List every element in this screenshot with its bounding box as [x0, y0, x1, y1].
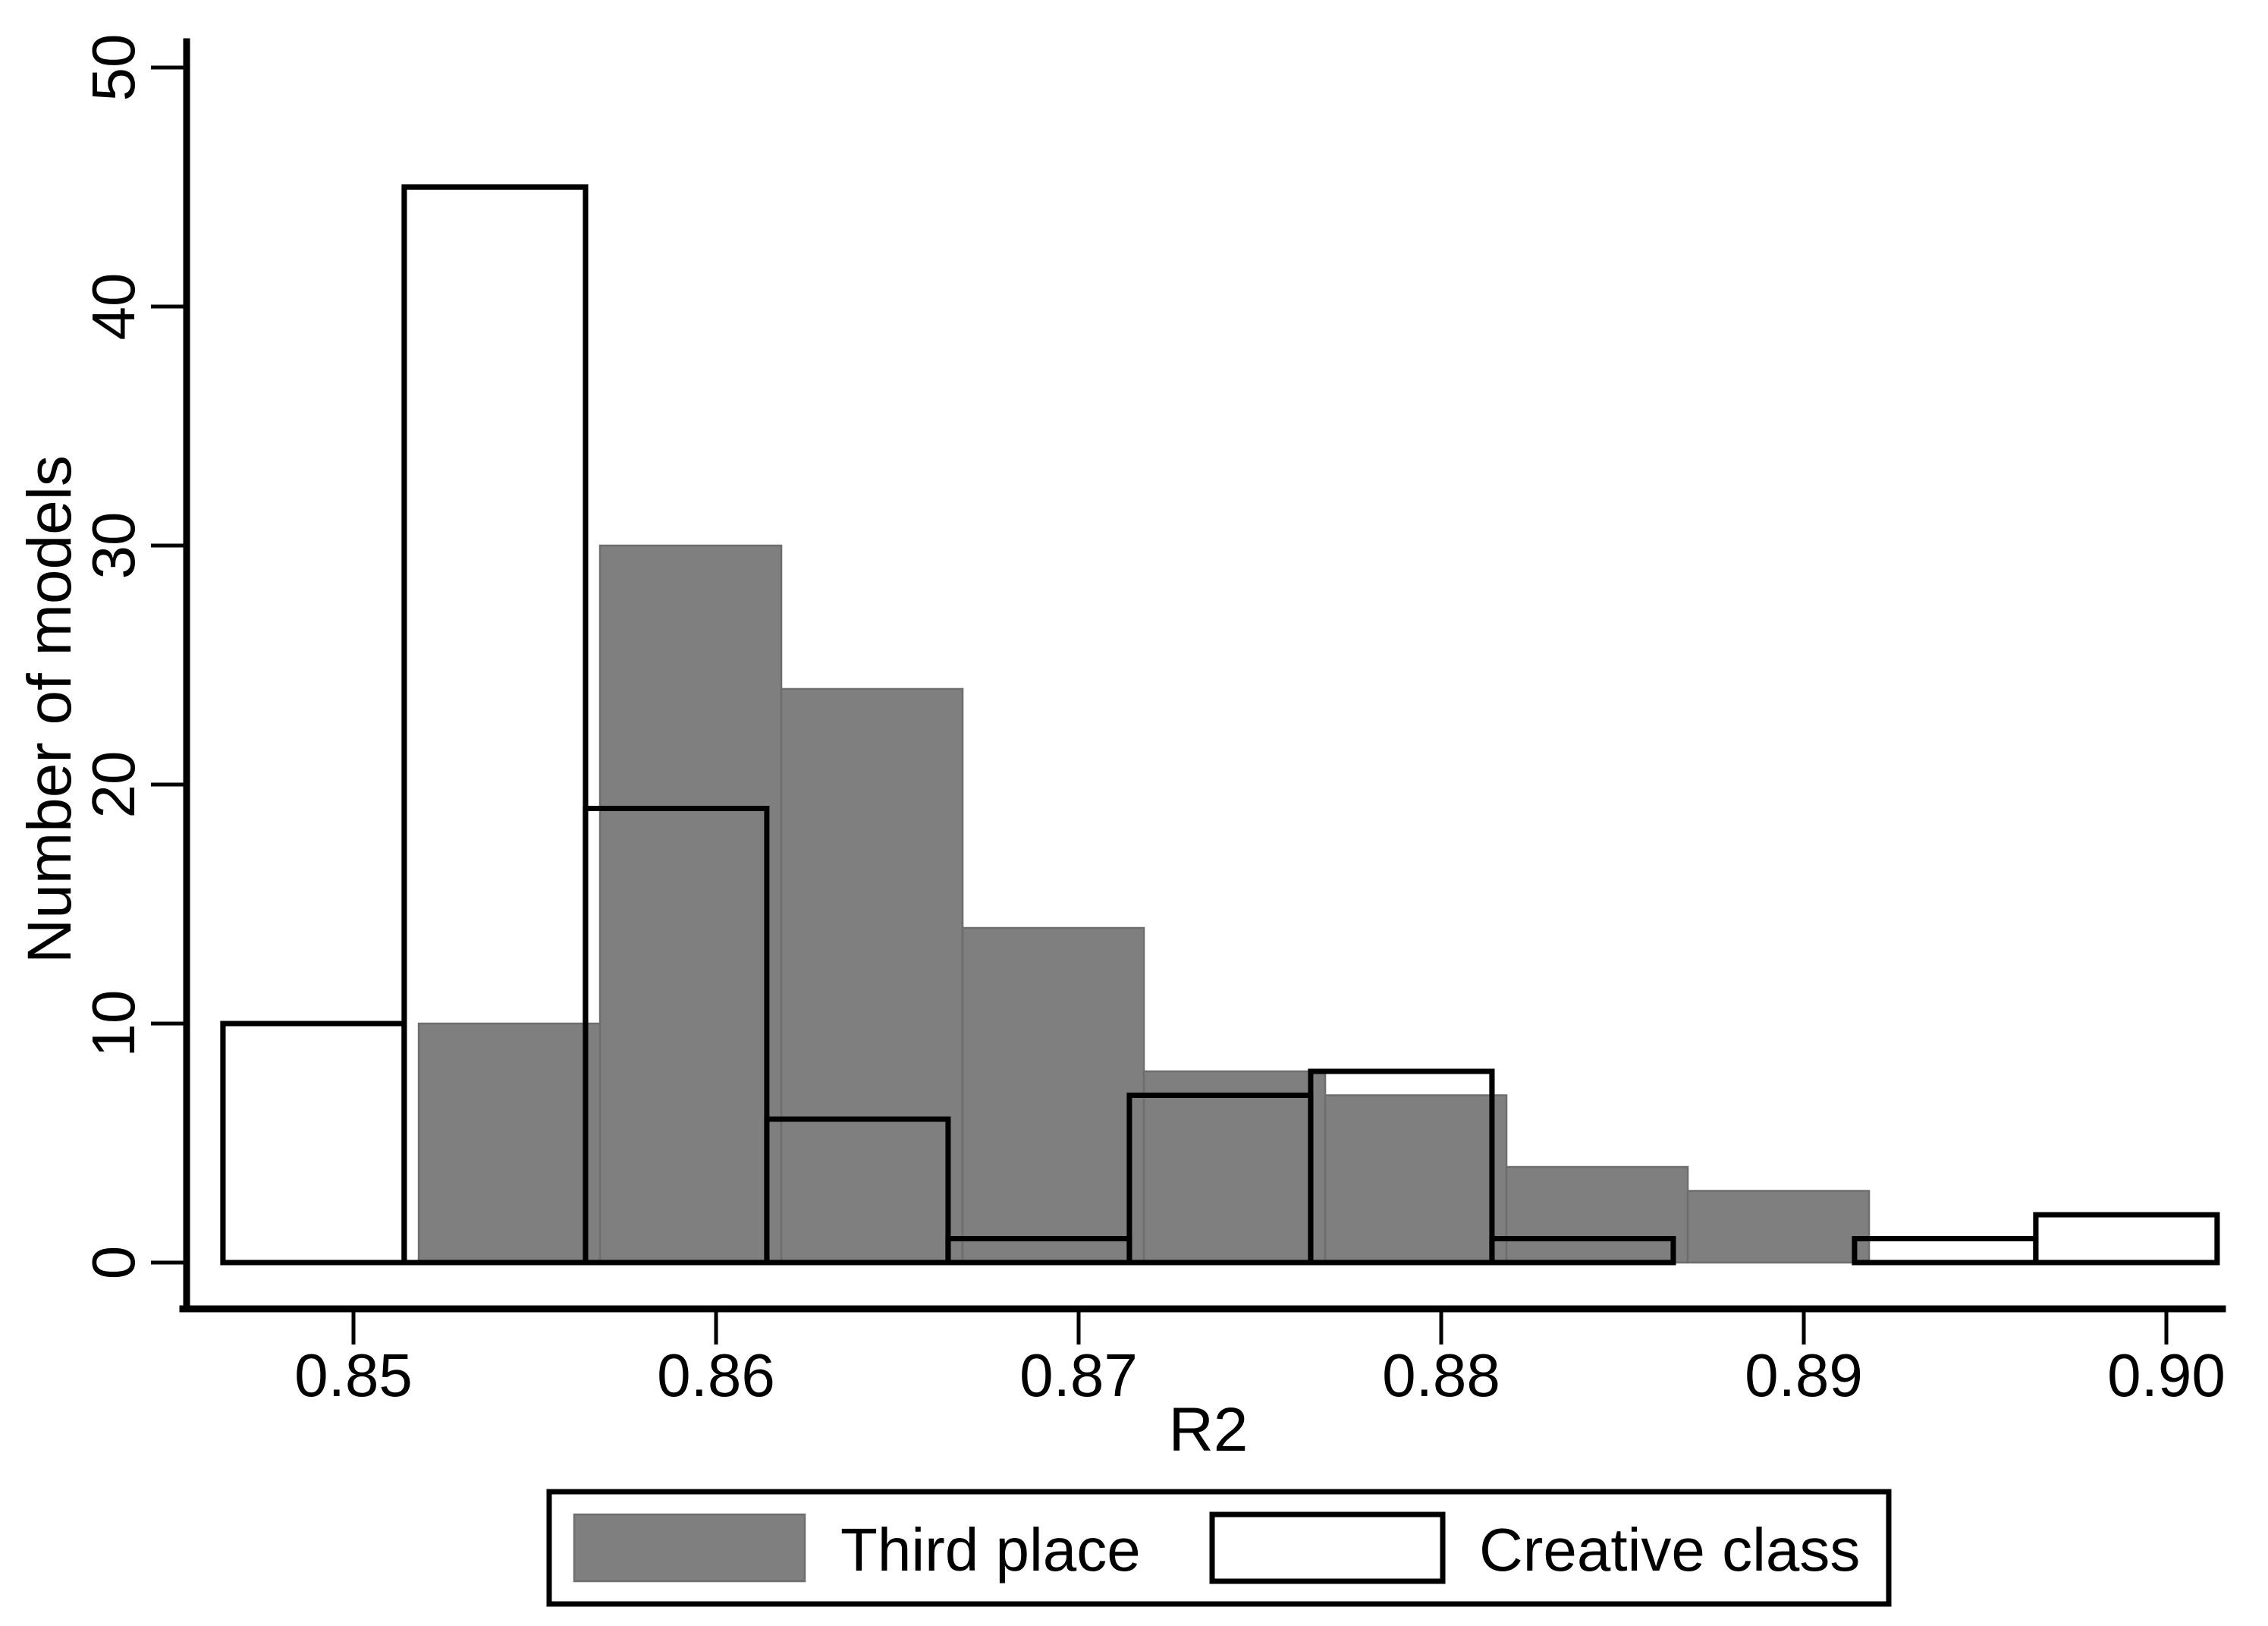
histogram-bar-third-place — [1324, 1094, 1508, 1264]
y-axis-tick-label: 30 — [80, 512, 147, 580]
histogram-bar-outline-creative-class — [2033, 1212, 2220, 1266]
x-axis-tick-label: 0.90 — [2107, 1341, 2226, 1409]
legend-label-third-place: Third place — [840, 1516, 1141, 1584]
histogram-bar-third-place — [1142, 1070, 1327, 1264]
x-axis-tick-label: 0.88 — [1382, 1341, 1500, 1409]
x-axis-tick-label: 0.87 — [1019, 1341, 1138, 1409]
histogram-bar-outline-creative-class — [583, 806, 770, 1266]
histogram-bar-third-place — [1686, 1190, 1871, 1264]
histogram-bar-creative-class — [2033, 1212, 2220, 1266]
x-axis-tick-label: 0.86 — [657, 1341, 775, 1409]
histogram-bar-creative-class — [220, 1021, 407, 1266]
legend: Third place Creative class — [546, 1489, 1892, 1607]
legend-label-creative-class: Creative class — [1479, 1516, 1860, 1584]
y-axis-tick-label: 50 — [80, 34, 147, 102]
legend-swatch-creative-class — [1209, 1511, 1446, 1584]
x-axis-title: R2 — [1169, 1395, 1249, 1464]
x-axis-tick-label: 0.85 — [294, 1341, 413, 1409]
histogram-bar-outline-creative-class — [401, 184, 589, 1266]
histogram-bar-third-place — [961, 926, 1145, 1264]
histogram-bar-creative-class — [1852, 1236, 2039, 1266]
legend-swatch-third-place — [573, 1513, 806, 1583]
x-axis-tick-label: 0.89 — [1745, 1341, 1863, 1409]
bars-layer — [220, 184, 2220, 1266]
y-axis-tick-label: 40 — [80, 273, 147, 341]
histogram-bar-outline-creative-class — [764, 1116, 951, 1266]
y-axis-tick-label: 10 — [80, 990, 147, 1058]
y-axis-tick-label: 0 — [80, 1246, 147, 1280]
histogram-bar-outline-creative-class — [1489, 1236, 1676, 1266]
axes: 0.85 0.86 0.87 0.88 0.89 0.90 0 10 20 30 40 50 — [80, 34, 2226, 1409]
y-axis-tick-label: 20 — [80, 751, 147, 819]
ticks-layer: 0.85 0.86 0.87 0.88 0.89 0.90 0 10 20 30 40 50 — [80, 34, 2226, 1409]
histogram-bar-third-place — [417, 1022, 602, 1264]
histogram-bar-third-place — [598, 544, 783, 1264]
histogram-bar-third-place — [780, 687, 964, 1264]
y-axis-title: Number of models — [15, 455, 84, 964]
histogram-bar-outline-creative-class — [1308, 1068, 1495, 1266]
histogram-bar-third-place — [1505, 1165, 1689, 1264]
